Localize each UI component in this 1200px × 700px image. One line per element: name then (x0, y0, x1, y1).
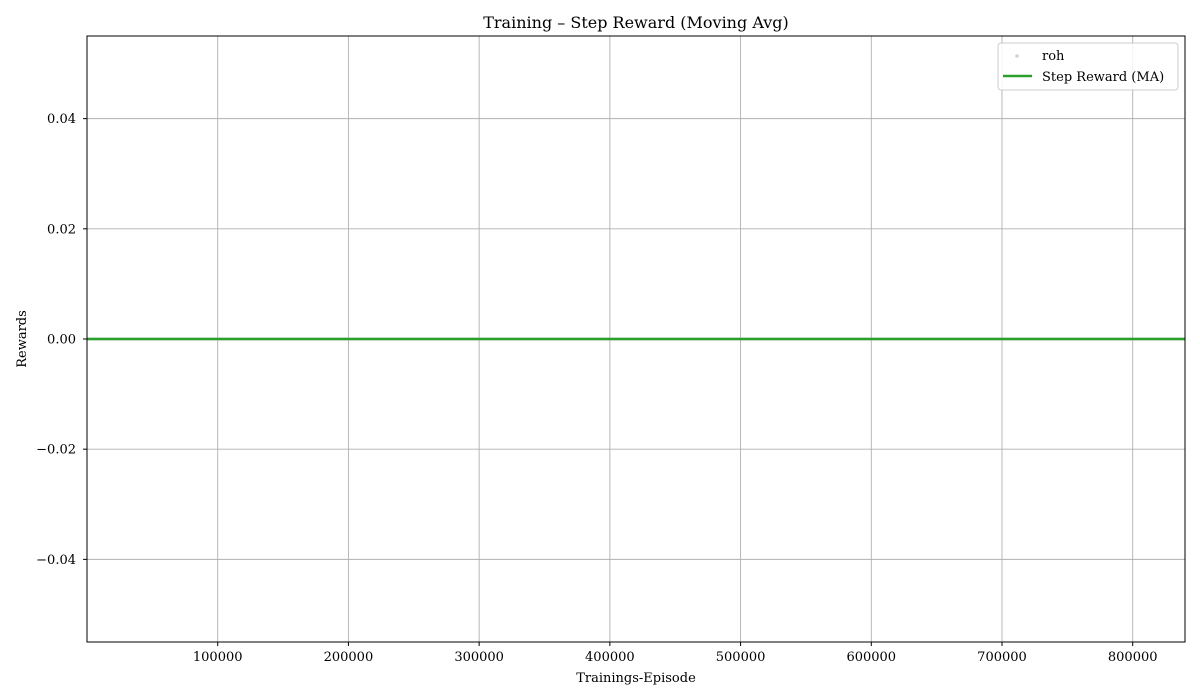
legend-label-step-reward-ma: Step Reward (MA) (1042, 70, 1164, 85)
x-tick-label: 500000 (716, 650, 766, 665)
legend-label-roh: roh (1042, 49, 1065, 64)
x-axis: 100000 200000 300000 400000 500000 600000 7000… (193, 642, 1158, 665)
x-tick-label: 300000 (454, 650, 504, 665)
legend-marker-roh (1015, 54, 1019, 58)
legend-box (997, 42, 1179, 91)
chart-title: Training – Step Reward (Moving Avg) (483, 13, 789, 32)
x-tick-label: 800000 (1108, 650, 1158, 665)
x-tick-label: 200000 (324, 650, 374, 665)
legend: roh Step Reward (MA) (997, 42, 1179, 91)
x-tick-label: 400000 (585, 650, 635, 665)
y-tick-label: 0.04 (47, 112, 76, 127)
y-axis-label: Rewards (15, 310, 30, 368)
x-tick-label: 600000 (846, 650, 896, 665)
x-axis-label: Trainings-Episode (576, 671, 696, 686)
y-tick-label: −0.02 (36, 443, 76, 458)
y-tick-label: −0.04 (36, 553, 76, 568)
y-tick-label: 0.02 (47, 222, 76, 237)
x-tick-label: 700000 (977, 650, 1027, 665)
x-tick-label: 100000 (193, 650, 243, 665)
y-axis: −0.04 −0.02 0.00 0.02 0.04 (36, 112, 87, 568)
y-tick-label: 0.00 (47, 333, 76, 348)
